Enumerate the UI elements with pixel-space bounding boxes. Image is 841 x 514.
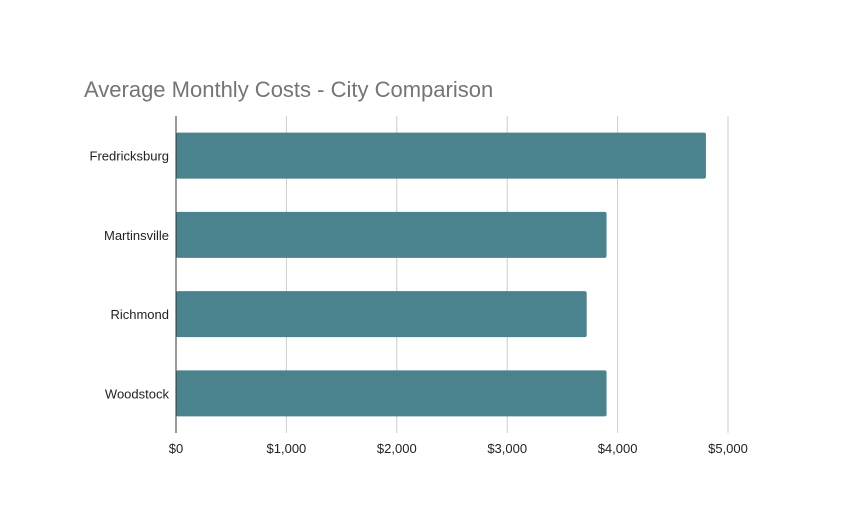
category-label: Richmond <box>110 307 169 322</box>
category-label: Fredricksburg <box>90 149 169 164</box>
bar-woodstock <box>176 370 607 417</box>
x-tick-label: $0 <box>169 441 183 456</box>
bar-martinsville <box>176 211 607 258</box>
bar-fredricksburg <box>176 132 706 179</box>
x-tick-label: $3,000 <box>487 441 527 456</box>
x-tick-label: $5,000 <box>708 441 748 456</box>
chart-title: Average Monthly Costs - City Comparison <box>84 77 493 102</box>
x-tick-label: $2,000 <box>377 441 417 456</box>
x-tick-label: $1,000 <box>267 441 307 456</box>
bar-richmond <box>176 291 587 338</box>
x-tick-label: $4,000 <box>598 441 638 456</box>
category-labels: Fredricksburg Martinsville Richmond Woodsto… <box>90 149 170 402</box>
bars <box>176 132 706 417</box>
x-axis-tick-labels: $0 $1,000 $2,000 $3,000 $4,000 $5,000 <box>169 441 748 456</box>
category-label: Woodstock <box>105 386 170 401</box>
category-label: Martinsville <box>104 228 169 243</box>
